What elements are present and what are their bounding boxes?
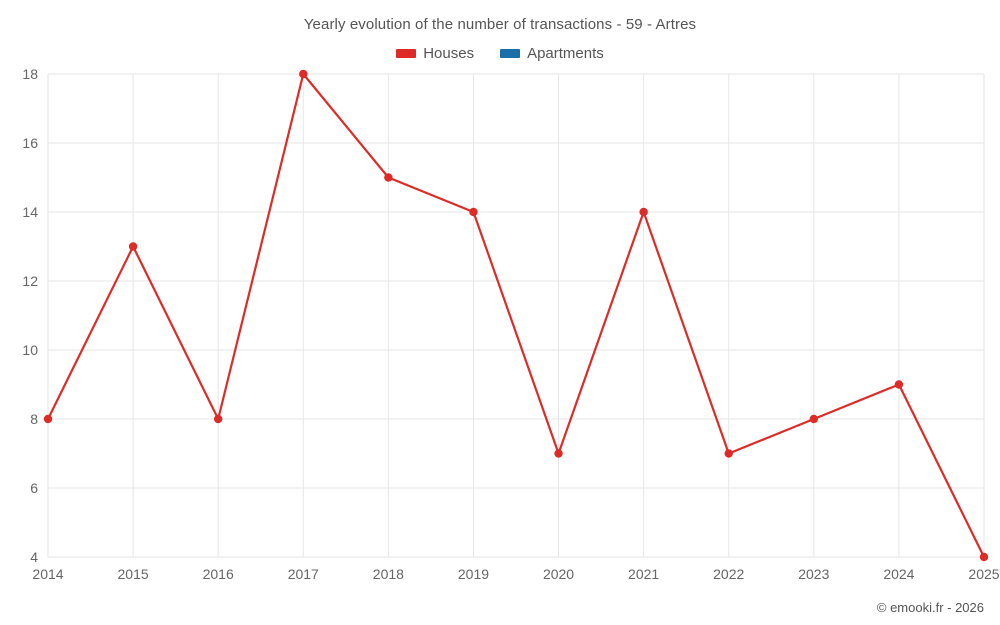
x-axis-tick: 2023 xyxy=(798,566,830,582)
x-axis-tick: 2014 xyxy=(32,566,64,582)
x-axis-tick: 2019 xyxy=(457,566,490,582)
legend-item-apartments[interactable]: Apartments xyxy=(500,45,604,62)
y-axis-tick: 18 xyxy=(22,66,38,82)
legend-item-houses[interactable]: Houses xyxy=(396,45,474,62)
data-point[interactable] xyxy=(809,414,819,424)
x-axis-tick: 2017 xyxy=(287,566,319,582)
y-axis-tick: 12 xyxy=(22,273,38,289)
data-point[interactable] xyxy=(979,552,989,562)
chart-title: Yearly evolution of the number of transa… xyxy=(303,16,697,33)
data-point[interactable] xyxy=(213,414,223,424)
x-axis-tick: 2021 xyxy=(628,566,660,582)
y-axis-tick: 14 xyxy=(22,204,38,220)
chart-legend: Houses Apartments xyxy=(0,45,1000,62)
x-axis-tick: 2018 xyxy=(372,566,404,582)
legend-label: Apartments xyxy=(527,45,604,62)
x-axis-tick: 2015 xyxy=(117,566,149,582)
legend-swatch-icon xyxy=(500,49,521,58)
data-point[interactable] xyxy=(128,242,138,251)
x-axis-tick: 2024 xyxy=(883,566,915,582)
x-axis-tick: 2016 xyxy=(202,566,234,582)
data-point[interactable] xyxy=(894,380,904,389)
data-point[interactable] xyxy=(299,69,308,79)
y-axis-tick: 8 xyxy=(30,411,38,427)
x-axis-tick-labels: 2014 2015 2016 2017 2018 2019 2020 2021 2022 2023… xyxy=(32,566,999,588)
legend-swatch-icon xyxy=(396,49,417,58)
plot-svg xyxy=(43,69,989,562)
x-axis-tick: 2020 xyxy=(542,566,575,582)
plot-area xyxy=(43,69,989,562)
data-point[interactable] xyxy=(554,449,563,458)
data-point[interactable] xyxy=(43,414,53,424)
data-point[interactable] xyxy=(724,449,733,458)
x-axis-tick: 2025 xyxy=(968,566,1000,582)
data-point[interactable] xyxy=(639,207,648,217)
copyright-credit: © emooki.fr - 2026 xyxy=(876,600,984,615)
y-axis-tick: 6 xyxy=(30,480,38,496)
y-axis-tick: 16 xyxy=(22,135,38,151)
y-axis-tick-labels: 4 6 8 10 12 14 16 18 xyxy=(0,66,38,565)
y-axis-tick: 10 xyxy=(22,342,38,358)
x-axis-tick: 2022 xyxy=(713,566,745,582)
y-axis-tick: 4 xyxy=(30,549,38,565)
data-point[interactable] xyxy=(384,173,393,182)
legend-label: Houses xyxy=(423,45,475,62)
series-line-houses xyxy=(46,72,986,559)
data-point[interactable] xyxy=(469,207,478,217)
